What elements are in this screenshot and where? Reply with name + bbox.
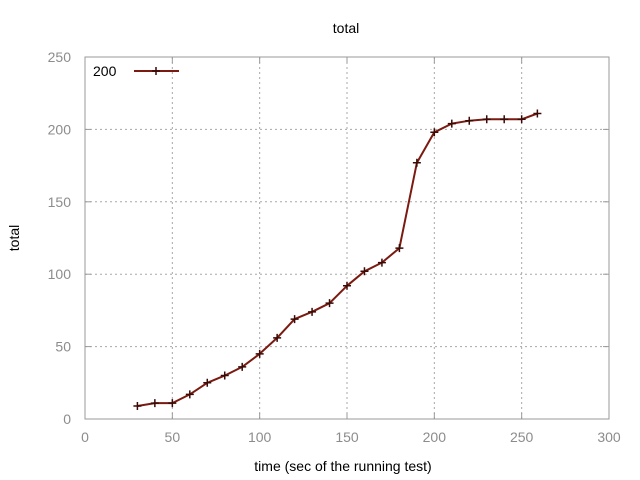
axis-ticks: 0 50 100 150 200 250 300 0 50 100 150 200 250 — [48, 49, 621, 445]
y-tick-label: 200 — [48, 121, 72, 137]
data-point — [185, 390, 194, 399]
x-tick-label: 200 — [423, 429, 447, 445]
legend: 200 — [93, 63, 179, 79]
x-tick-label: 100 — [248, 429, 272, 445]
data-point — [533, 109, 542, 118]
x-tick-label: 150 — [335, 429, 359, 445]
data-point — [203, 378, 212, 387]
grid — [85, 57, 609, 419]
data-point — [430, 128, 439, 137]
x-tick-label: 250 — [510, 429, 534, 445]
chart-title: total — [333, 20, 359, 36]
x-tick-label: 300 — [597, 429, 621, 445]
x-tick-label: 0 — [81, 429, 89, 445]
data-point — [255, 349, 264, 358]
data-point — [133, 401, 142, 410]
data-point — [220, 371, 229, 380]
data-point — [150, 399, 159, 408]
data-point — [168, 399, 177, 408]
legend-label: 200 — [93, 63, 117, 79]
data-point — [325, 299, 334, 308]
data-point — [517, 115, 526, 124]
y-tick-label: 100 — [48, 266, 72, 282]
data-point — [482, 115, 491, 124]
x-axis-label: time (sec of the running test) — [254, 458, 431, 474]
y-tick-label: 250 — [48, 49, 72, 65]
data-point — [308, 307, 317, 316]
legend-marker — [152, 67, 160, 75]
data-point — [377, 258, 386, 267]
data-point — [273, 333, 282, 342]
y-tick-label: 50 — [55, 339, 71, 355]
x-tick-label: 50 — [165, 429, 181, 445]
data-point — [238, 362, 247, 371]
y-tick-label: 0 — [63, 411, 71, 427]
series-layer — [133, 109, 542, 410]
data-point — [500, 115, 509, 124]
data-point — [395, 244, 404, 253]
y-axis-label: total — [6, 225, 22, 251]
y-tick-label: 150 — [48, 194, 72, 210]
series-line — [137, 112, 538, 407]
data-point — [343, 281, 351, 290]
data-point — [290, 315, 299, 324]
data-point — [360, 267, 369, 276]
data-point — [465, 116, 474, 125]
data-point — [447, 119, 456, 128]
data-point — [412, 158, 421, 167]
